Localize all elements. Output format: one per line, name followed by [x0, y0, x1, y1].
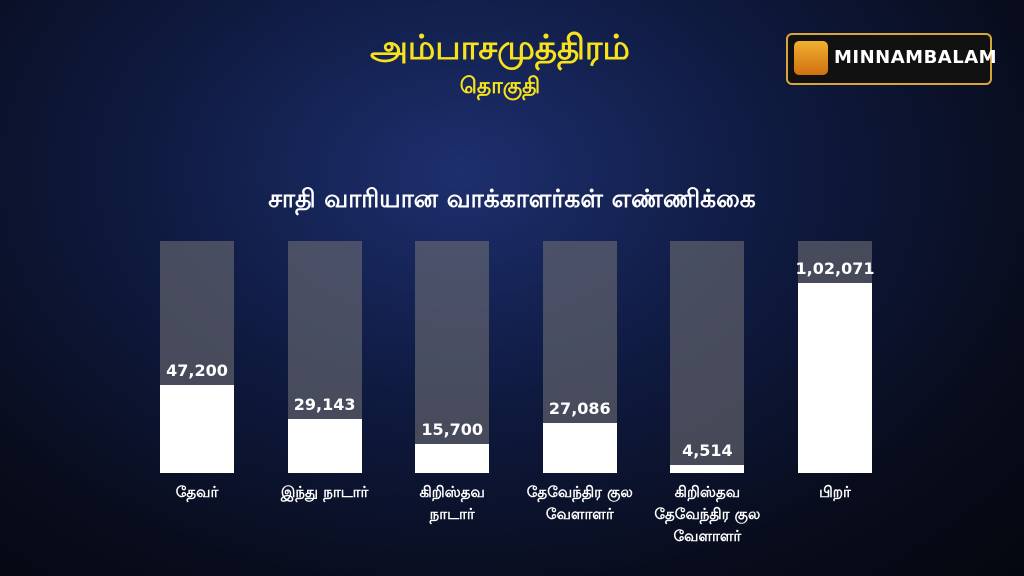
bar [542, 422, 617, 473]
x-tick-label: இந்து நாடார் [280, 483, 369, 501]
x-tick-label: தேவர் [175, 483, 219, 501]
bar [670, 464, 745, 473]
logo: MINNAMBALAM [786, 33, 997, 85]
value-label: 4,514 [682, 440, 733, 460]
bar [798, 283, 872, 473]
logo-icon [794, 41, 828, 75]
chart-subtitle: தொகுதி [459, 74, 541, 99]
x-tick-label: பிறர் [819, 483, 851, 501]
value-label: 1,02,071 [795, 259, 875, 278]
bar-track [415, 241, 490, 473]
chart-title: அம்பாசமுத்திரம் [370, 28, 630, 68]
chart-heading: சாதி வாரியான வாக்காளர்கள் எண்ணிக்கை [268, 184, 756, 213]
value-label: 29,143 [293, 394, 356, 414]
value-label: 27,086 [548, 398, 611, 418]
value-label: 47,200 [166, 361, 228, 381]
bar [160, 385, 234, 473]
x-tick-label: கிறிஸ்தவ நாடார் [419, 483, 485, 523]
bar [415, 443, 490, 473]
value-label: 15,700 [421, 419, 484, 439]
bar-track [670, 241, 745, 473]
x-tick-label: தேவேந்திர குல வேளாளர் [526, 483, 633, 523]
x-tick-label: கிறிஸ்தவ தேவேந்திர குல வேளாளர் [654, 483, 761, 545]
brand-name: MINNAMBALAM [834, 47, 998, 68]
bar [287, 418, 362, 473]
